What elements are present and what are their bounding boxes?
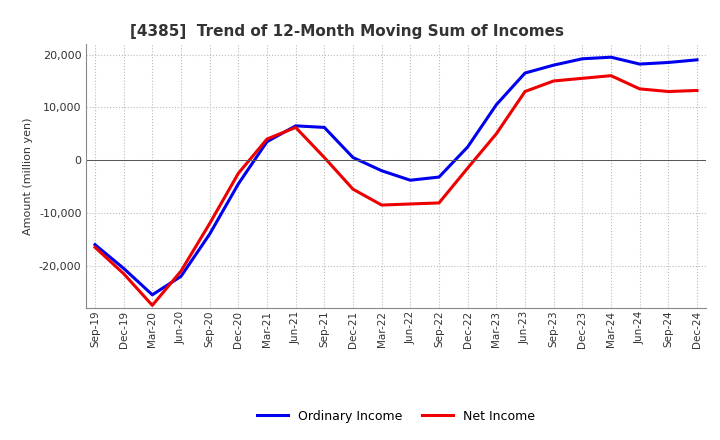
- Net Income: [377, 202, 386, 208]
- Legend: Ordinary Income, Net Income: Ordinary Income, Net Income: [252, 405, 540, 429]
- Net Income: [693, 88, 701, 93]
- Ordinary Income: [492, 102, 500, 107]
- Ordinary Income: [464, 144, 472, 150]
- Ordinary Income: [148, 292, 157, 297]
- Net Income: [176, 268, 185, 274]
- Ordinary Income: [176, 274, 185, 279]
- Net Income: [234, 171, 243, 176]
- Ordinary Income: [120, 266, 128, 271]
- Ordinary Income: [664, 60, 672, 65]
- Ordinary Income: [205, 231, 214, 237]
- Ordinary Income: [263, 139, 271, 144]
- Ordinary Income: [292, 123, 300, 128]
- Net Income: [492, 131, 500, 136]
- Ordinary Income: [234, 181, 243, 187]
- Net Income: [320, 155, 328, 160]
- Net Income: [263, 136, 271, 142]
- Net Income: [91, 245, 99, 250]
- Net Income: [664, 89, 672, 94]
- Net Income: [635, 86, 644, 92]
- Net Income: [292, 125, 300, 130]
- Line: Net Income: Net Income: [95, 76, 697, 305]
- Ordinary Income: [693, 57, 701, 62]
- Net Income: [607, 73, 616, 78]
- Ordinary Income: [348, 155, 357, 160]
- Net Income: [406, 202, 415, 207]
- Net Income: [549, 78, 558, 84]
- Ordinary Income: [521, 70, 529, 76]
- Ordinary Income: [607, 55, 616, 60]
- Line: Ordinary Income: Ordinary Income: [95, 57, 697, 295]
- Ordinary Income: [635, 62, 644, 67]
- Ordinary Income: [578, 56, 587, 62]
- Net Income: [205, 221, 214, 226]
- Net Income: [435, 200, 444, 205]
- Net Income: [521, 89, 529, 94]
- Ordinary Income: [320, 125, 328, 130]
- Ordinary Income: [406, 178, 415, 183]
- Text: [4385]  Trend of 12-Month Moving Sum of Incomes: [4385] Trend of 12-Month Moving Sum of I…: [130, 24, 564, 39]
- Ordinary Income: [377, 168, 386, 173]
- Net Income: [120, 271, 128, 276]
- Y-axis label: Amount (million yen): Amount (million yen): [23, 117, 33, 235]
- Net Income: [578, 76, 587, 81]
- Ordinary Income: [91, 242, 99, 247]
- Ordinary Income: [435, 174, 444, 180]
- Net Income: [148, 303, 157, 308]
- Net Income: [348, 187, 357, 192]
- Net Income: [464, 165, 472, 171]
- Ordinary Income: [549, 62, 558, 68]
